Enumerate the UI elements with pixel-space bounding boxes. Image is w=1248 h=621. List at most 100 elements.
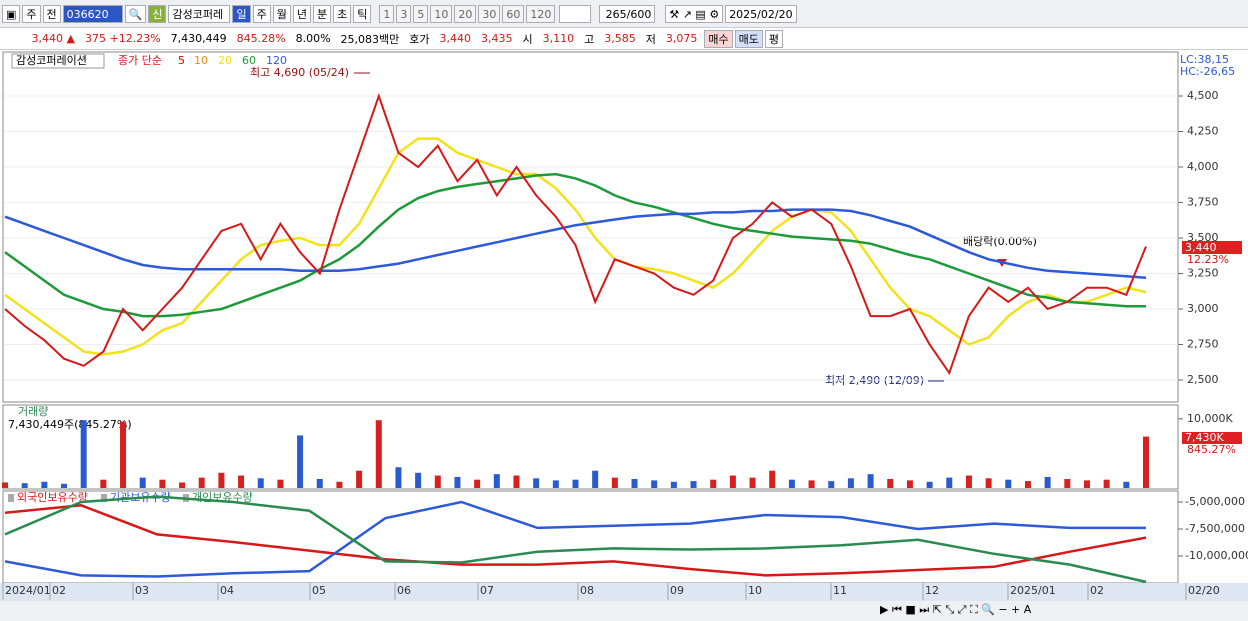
- volume-bar: [120, 421, 127, 488]
- legend-entry: 120: [266, 54, 287, 67]
- x-tick-label: 02: [1090, 584, 1104, 597]
- line: [4, 500, 1146, 578]
- x-tick-label: 10: [748, 584, 762, 597]
- interval[interactable]: 60: [502, 4, 525, 23]
- line: [4, 172, 1146, 318]
- volume-bar: [316, 479, 323, 488]
- volume-bar: [41, 481, 48, 488]
- volume-bar: [513, 475, 520, 488]
- volume-bar: [356, 470, 363, 488]
- volume-bar: [159, 479, 166, 488]
- volume-bar: [572, 479, 579, 488]
- volume-bar: [21, 483, 28, 488]
- volume-bar: [1044, 476, 1051, 488]
- interval[interactable]: 30: [478, 4, 501, 23]
- legend-entry: 10: [194, 54, 208, 67]
- line: [4, 137, 1147, 356]
- market[interactable]: 주: [22, 4, 41, 23]
- y-tick-label: -7,500,000: [1185, 522, 1245, 535]
- x-tick-label: 09: [670, 584, 684, 597]
- code[interactable]: 036620: [62, 4, 123, 23]
- buy[interactable]: 매수: [704, 29, 733, 48]
- period[interactable]: 년: [292, 4, 311, 23]
- volume-bar: [906, 480, 913, 488]
- volume-bar: [946, 477, 953, 488]
- volume-bar: [965, 475, 972, 488]
- change: 375 +12.23%: [85, 32, 161, 45]
- volume-bar: [139, 477, 146, 488]
- period[interactable]: 분: [312, 4, 332, 23]
- interval[interactable]: 5: [413, 4, 429, 23]
- volume-title: 거래량: [18, 405, 48, 418]
- y-tick-label: 4,500: [1187, 89, 1219, 102]
- period[interactable]: 초: [333, 4, 352, 23]
- last-price: 3,440: [1185, 241, 1217, 254]
- blank[interactable]: [559, 4, 592, 23]
- volume-bar: [670, 481, 677, 488]
- volume-panel: [2, 404, 1179, 490]
- interval[interactable]: 20: [454, 4, 477, 23]
- prev[interactable]: 전: [42, 4, 61, 23]
- date[interactable]: 2025/02/20: [725, 4, 797, 23]
- price-panel: [2, 51, 1179, 403]
- icon[interactable]: ▣: [2, 4, 21, 23]
- volume-bar: [887, 479, 894, 488]
- y-tick-label: -5,000,000: [1185, 495, 1245, 508]
- badge: 신: [148, 4, 167, 23]
- volume-bar: [395, 467, 402, 488]
- volume-bar: [749, 477, 756, 488]
- search[interactable]: 🔍: [124, 4, 147, 23]
- tools[interactable]: ⚒ ↗ ▤ ⚙: [665, 4, 724, 23]
- volume-ratio: 845.28%: [236, 32, 286, 45]
- volume-bar: [828, 481, 835, 488]
- x-axis-strip: [0, 583, 1248, 601]
- x-tick-label: 02/20: [1188, 584, 1220, 597]
- period[interactable]: 월: [272, 4, 291, 23]
- scroll-buttons[interactable]: ▶ ⏮ ■ ⏭ ⇱ ⤡ ⤢ ⛶ 🔍 − + A: [880, 602, 1032, 616]
- y-tick-label: 3,500: [1187, 231, 1219, 244]
- interval[interactable]: 1: [379, 4, 395, 23]
- volume-bar: [297, 435, 304, 488]
- line: [4, 495, 1147, 584]
- ask-label: 호가: [409, 32, 430, 46]
- period[interactable]: 일: [232, 4, 251, 23]
- volume-bar: [375, 420, 382, 488]
- high: 3,585: [604, 32, 636, 45]
- y-tick-label: 4,250: [1187, 125, 1219, 138]
- scroll-bar: [0, 601, 1248, 621]
- y-tick-label: 2,750: [1187, 337, 1219, 350]
- interval[interactable]: 120: [526, 4, 556, 23]
- turnover: 8.00%: [295, 32, 331, 45]
- y-tick-label: 3,000: [1187, 302, 1219, 315]
- volume: 7,430,449: [170, 32, 227, 45]
- count[interactable]: 265/600: [599, 4, 656, 23]
- interval[interactable]: 3: [396, 4, 412, 23]
- volume-bar: [474, 479, 481, 488]
- volume-bar: [238, 475, 245, 488]
- y-tick-label: 4,000: [1187, 160, 1219, 173]
- volume-bar: [257, 478, 264, 488]
- volume-bar: [985, 478, 992, 488]
- volume-bar: [651, 480, 658, 488]
- open-label: 시: [522, 32, 533, 46]
- volume-bar: [1083, 480, 1090, 488]
- avg[interactable]: 평: [764, 29, 784, 48]
- volume-bar: [2, 482, 8, 488]
- volume-bar: [179, 482, 186, 488]
- period[interactable]: 틱: [353, 4, 372, 23]
- volume-bar: [552, 480, 559, 488]
- last-change: 12.23%: [1187, 253, 1229, 266]
- sell[interactable]: 매도: [734, 29, 763, 48]
- volume-bar: [454, 476, 461, 488]
- volume-bar: [336, 481, 343, 488]
- interval[interactable]: 10: [430, 4, 453, 23]
- volume-bar: [61, 483, 68, 488]
- legend-entry: 60: [242, 54, 256, 67]
- volume-bar: [592, 470, 599, 488]
- price: 3,440 ▲: [31, 32, 75, 45]
- intervals: 1 3 5 10 20 30 60 120: [377, 4, 556, 23]
- period[interactable]: 주: [252, 4, 271, 23]
- legend-entry: 20: [218, 54, 232, 67]
